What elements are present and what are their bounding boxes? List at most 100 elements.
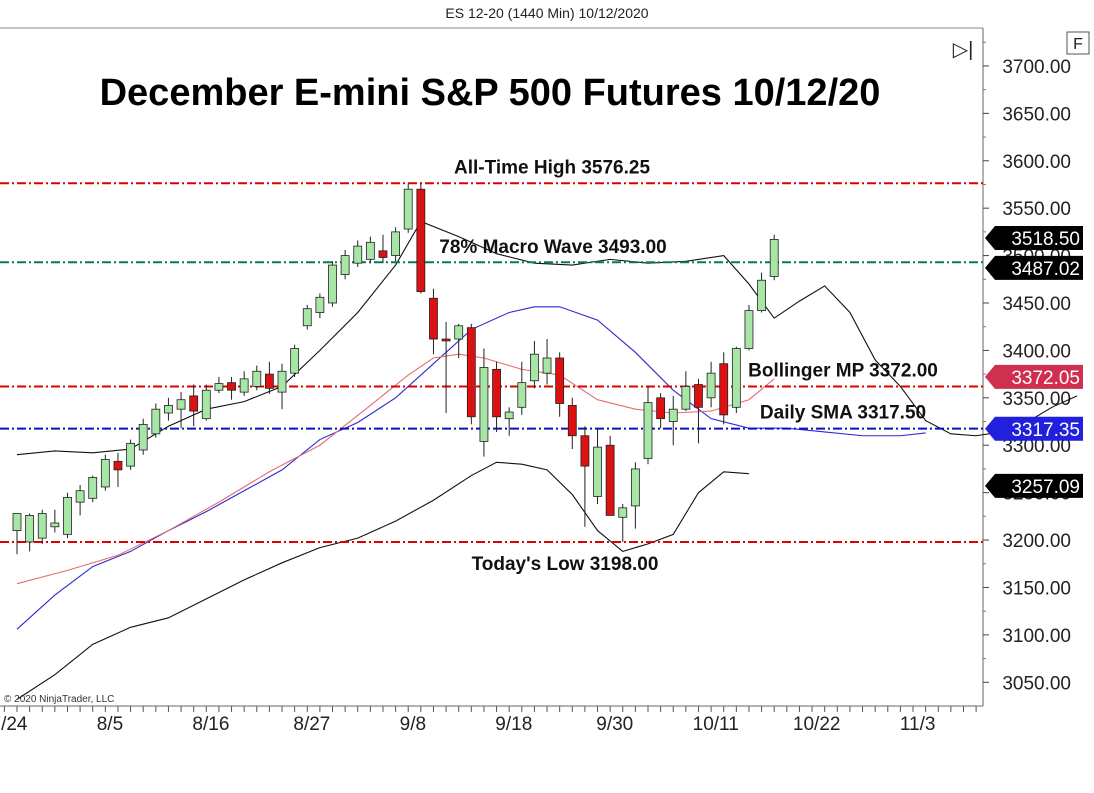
candle-body-up — [302, 308, 312, 327]
candle — [757, 272, 766, 313]
candle — [151, 403, 161, 438]
candle-body-up — [757, 279, 766, 311]
price-tag-label: 3257.09 — [1011, 477, 1080, 498]
x-tick-label: 8/16 — [192, 714, 229, 735]
candle — [12, 513, 22, 555]
candle — [88, 475, 98, 503]
candle-body-up — [63, 496, 72, 535]
candle-body-up — [75, 490, 85, 503]
candle — [593, 428, 602, 505]
candle — [189, 384, 199, 427]
candle-body-up — [403, 188, 413, 230]
candle-body-down — [694, 384, 703, 408]
candle — [277, 363, 287, 410]
candle-body-up — [681, 386, 691, 410]
x-tick-label: 10/11 — [693, 714, 739, 735]
candle — [504, 407, 514, 436]
candle — [454, 323, 464, 358]
candle-body-up — [593, 446, 602, 497]
chart-frame — [0, 27, 984, 707]
candle — [50, 509, 60, 533]
candle — [668, 395, 678, 446]
price-tag-label: 3372.05 — [1011, 368, 1080, 389]
candle-body-down — [580, 435, 590, 467]
f-button-label: F — [1073, 36, 1083, 53]
candle — [555, 352, 565, 417]
y-tick-label: 3600.00 — [1002, 152, 1071, 173]
candle-body-up — [164, 405, 173, 414]
x-tick-label: 8/5 — [97, 714, 123, 735]
candle-body-up — [277, 370, 287, 393]
candle-body-up — [176, 399, 186, 410]
price-tag: 3518.50 — [985, 226, 1083, 251]
candle — [340, 249, 350, 280]
candle — [681, 371, 691, 412]
candle-body-up — [504, 411, 514, 420]
play-button[interactable]: ▷| — [953, 39, 974, 61]
candle-body-down — [567, 405, 577, 437]
candle-body-up — [100, 459, 110, 488]
candle — [466, 323, 476, 425]
y-tick-label: 3400.00 — [1002, 341, 1071, 362]
candle-body-down — [227, 382, 236, 391]
candle — [302, 304, 312, 330]
candle-body-up — [151, 408, 161, 435]
candle — [630, 462, 640, 529]
price-tags: 3518.50 3487.02 3372.05 3317.35 3257.09 — [985, 226, 1083, 498]
candle-body-up — [517, 382, 527, 408]
candle — [416, 183, 426, 294]
candle-body-up — [668, 408, 678, 422]
price-tag-label: 3518.50 — [1011, 229, 1080, 250]
candle — [479, 348, 489, 457]
candle-body-up — [126, 442, 135, 467]
y-tick-label: 3450.00 — [1002, 294, 1071, 315]
candle — [378, 234, 388, 264]
level-label: Today's Low 3198.00 — [472, 554, 659, 575]
candle-body-up — [353, 245, 363, 264]
candle-body-up — [37, 513, 47, 539]
candle — [530, 340, 539, 389]
candle — [542, 339, 552, 385]
candle — [239, 371, 249, 396]
candle — [731, 346, 741, 413]
f-button-box — [1066, 31, 1090, 55]
candle-body-up — [744, 310, 754, 349]
y-tick-label: 3650.00 — [1002, 104, 1071, 125]
candle-body-down — [466, 327, 476, 418]
x-tick-label: 9/18 — [495, 714, 532, 735]
candle — [567, 397, 577, 450]
candle — [100, 454, 110, 491]
candle — [290, 344, 300, 377]
candle-body-down — [416, 188, 426, 293]
window-title: ES 12-20 (1440 Min) 10/12/2020 — [445, 5, 649, 21]
x-tick-label: 7/24 — [0, 714, 28, 735]
x-tick-label: 8/27 — [293, 714, 330, 735]
candle-body-up — [706, 372, 716, 399]
candle — [492, 361, 501, 432]
candle-body-up — [340, 255, 350, 275]
candle-body-up — [618, 507, 628, 518]
candle — [365, 236, 375, 264]
price-tag-box — [985, 364, 1083, 389]
candle — [63, 492, 72, 539]
price-tag-label: 3317.35 — [1011, 420, 1080, 441]
candle-body-up — [201, 389, 211, 420]
x-tick-label: 9/30 — [596, 714, 633, 735]
candle — [227, 376, 236, 400]
level-label: Bollinger MP 3372.00 — [748, 360, 938, 381]
price-tag: 3372.05 — [985, 364, 1083, 389]
y-tick-label: 3100.00 — [1002, 626, 1071, 647]
y-tick-label: 3300.00 — [1002, 436, 1071, 457]
candle — [126, 439, 135, 470]
candle — [201, 384, 211, 421]
y-tick-label: 3350.00 — [1002, 389, 1071, 410]
y-tick-label: 3200.00 — [1002, 531, 1071, 552]
price-tag-box — [985, 416, 1083, 441]
price-tag-box — [985, 226, 1083, 251]
candle — [719, 352, 729, 425]
candle — [25, 513, 35, 552]
price-tag-box — [985, 255, 1083, 280]
f-button[interactable]: F — [1066, 31, 1090, 55]
candle-body-up — [365, 241, 375, 260]
